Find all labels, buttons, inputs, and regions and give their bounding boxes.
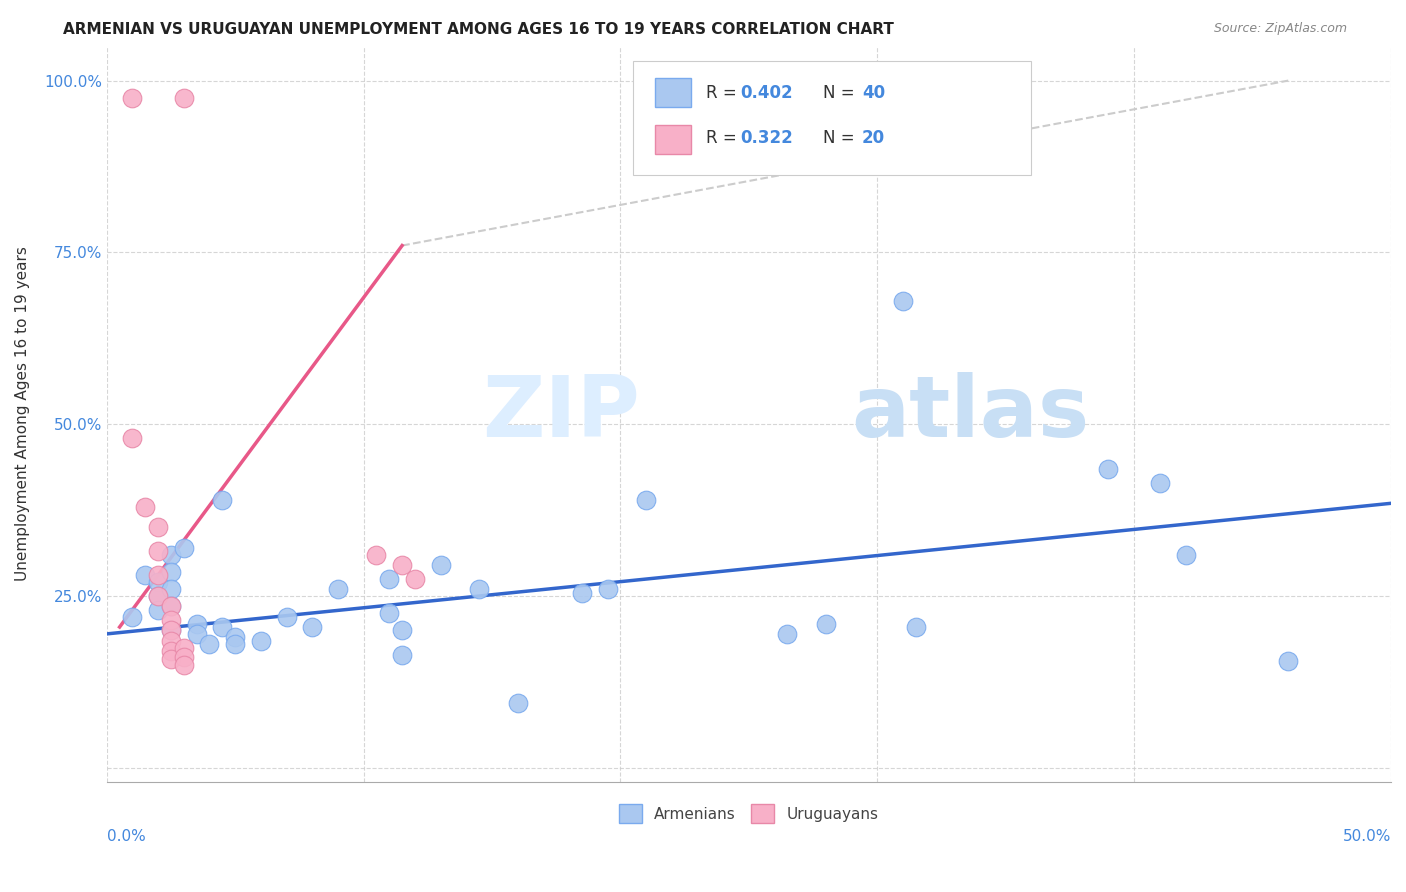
Text: 0.0%: 0.0% (107, 830, 145, 845)
Legend: Armenians, Uruguayans: Armenians, Uruguayans (613, 798, 884, 830)
Bar (655, 78, 692, 107)
Text: 20: 20 (862, 129, 884, 147)
Y-axis label: Unemployment Among Ages 16 to 19 years: Unemployment Among Ages 16 to 19 years (15, 246, 30, 582)
Point (146, 520, 169, 534)
Point (391, 558, 413, 573)
Point (173, 640, 195, 655)
Text: 40: 40 (862, 84, 884, 102)
Text: 0.322: 0.322 (740, 129, 793, 147)
Point (1149, 475, 1171, 490)
Point (1277, 654, 1299, 668)
Point (366, 548, 388, 562)
Point (146, 568, 169, 582)
Point (160, 599, 183, 614)
Point (146, 589, 169, 603)
Text: N =: N = (824, 84, 860, 102)
Point (186, 616, 208, 631)
Point (173, 657, 195, 672)
Point (250, 633, 273, 648)
Point (378, 607, 401, 621)
Point (1174, 548, 1197, 562)
Point (211, 492, 233, 507)
Point (121, 609, 143, 624)
Text: Source: ZipAtlas.com: Source: ZipAtlas.com (1213, 22, 1347, 36)
Point (160, 624, 183, 638)
Point (596, 582, 619, 597)
Point (160, 613, 183, 627)
Text: N =: N = (824, 129, 860, 147)
Point (134, 568, 156, 582)
Text: 0.402: 0.402 (740, 84, 793, 102)
Point (391, 624, 413, 638)
Point (224, 630, 246, 644)
Point (173, 91, 195, 105)
Point (186, 627, 208, 641)
FancyBboxPatch shape (633, 61, 1032, 175)
Text: atlas: atlas (852, 373, 1090, 456)
Point (391, 648, 413, 662)
Point (904, 620, 927, 634)
Point (1097, 462, 1119, 476)
Point (160, 548, 183, 562)
Point (211, 620, 233, 634)
Text: ARMENIAN VS URUGUAYAN UNEMPLOYMENT AMONG AGES 16 TO 19 YEARS CORRELATION CHART: ARMENIAN VS URUGUAYAN UNEMPLOYMENT AMONG… (63, 22, 894, 37)
Point (276, 609, 298, 624)
Point (160, 644, 183, 658)
Point (121, 431, 143, 445)
Point (636, 492, 658, 507)
Point (224, 637, 246, 651)
Point (891, 293, 914, 308)
Point (468, 582, 491, 597)
Point (404, 572, 426, 586)
Point (146, 575, 169, 590)
Point (134, 500, 156, 514)
Point (173, 541, 195, 555)
Point (776, 627, 799, 641)
Point (378, 572, 401, 586)
Text: R =: R = (706, 129, 742, 147)
Text: 50.0%: 50.0% (1343, 830, 1391, 845)
Point (121, 91, 143, 105)
Point (429, 558, 451, 573)
Point (301, 620, 323, 634)
Point (160, 565, 183, 579)
Point (146, 589, 169, 603)
Point (814, 616, 837, 631)
Point (571, 585, 593, 599)
Point (160, 582, 183, 597)
Point (198, 637, 221, 651)
Point (146, 603, 169, 617)
Point (160, 599, 183, 614)
Text: R =: R = (706, 84, 742, 102)
Text: ZIP: ZIP (482, 373, 640, 456)
Point (160, 652, 183, 666)
Point (173, 649, 195, 664)
Point (146, 544, 169, 558)
Point (160, 624, 183, 638)
Point (326, 582, 349, 597)
Point (160, 633, 183, 648)
Bar (655, 125, 692, 154)
Point (506, 696, 529, 710)
